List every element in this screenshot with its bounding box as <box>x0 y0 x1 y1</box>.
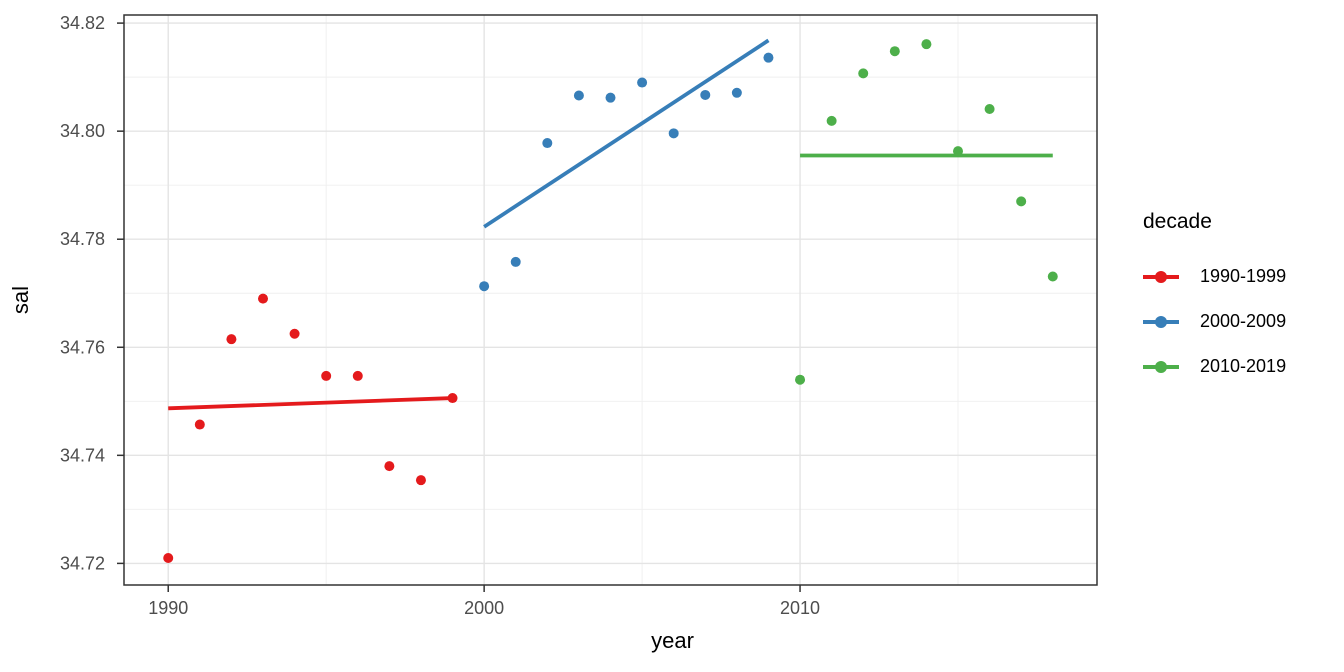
data-point-2010-2019 <box>1047 271 1058 282</box>
y-tick-label: 34.80 <box>60 121 105 141</box>
legend-title: decade <box>1143 210 1212 233</box>
data-point-2000-2009 <box>479 281 490 292</box>
x-axis-title: year <box>651 628 694 653</box>
data-point-1990-1999 <box>352 370 363 381</box>
legend-entry-label: 1990-1999 <box>1200 266 1287 286</box>
data-point-2000-2009 <box>763 52 774 63</box>
y-tick-label: 34.76 <box>60 337 105 357</box>
legend-key-dot <box>1155 315 1167 328</box>
legend-key-dot <box>1155 270 1167 283</box>
data-point-2000-2009 <box>573 90 584 101</box>
data-point-2000-2009 <box>668 128 679 139</box>
data-point-1990-1999 <box>415 475 426 486</box>
data-point-1990-1999 <box>289 328 300 339</box>
panel-background <box>124 15 1097 585</box>
data-point-2010-2019 <box>858 68 869 79</box>
x-tick-label: 1990 <box>148 598 188 618</box>
data-point-2010-2019 <box>1016 196 1027 207</box>
y-tick-label: 34.82 <box>60 13 105 33</box>
legend-key-icon <box>1143 360 1179 373</box>
data-point-2000-2009 <box>542 138 553 149</box>
y-tick-label: 34.78 <box>60 229 105 249</box>
data-point-2000-2009 <box>510 256 521 267</box>
panel-border <box>123 14 1098 586</box>
legend-entry-label: 2000-2009 <box>1200 311 1287 331</box>
x-tick-label: 2010 <box>780 598 820 618</box>
y-axis-title: sal <box>8 285 33 315</box>
data-point-2010-2019 <box>795 374 806 385</box>
y-tick-label: 34.74 <box>60 445 105 465</box>
data-point-1990-1999 <box>258 293 268 304</box>
legend: decade 1990-1999 2000-2009 2010-2019 <box>1143 208 1286 389</box>
data-point-1990-1999 <box>226 334 237 345</box>
data-point-2010-2019 <box>889 46 900 57</box>
x-tick-label: 2000 <box>464 598 504 618</box>
data-point-1990-1999 <box>447 393 458 404</box>
data-point-2000-2009 <box>637 77 648 88</box>
data-point-2010-2019 <box>826 115 837 126</box>
legend-key-icon <box>1143 315 1179 328</box>
legend-key-icon <box>1143 270 1179 283</box>
data-point-2000-2009 <box>731 87 742 98</box>
legend-entry-1990-1999: 1990-1999 <box>1143 254 1286 299</box>
trend-line-2000-2009 <box>483 38 770 229</box>
data-point-1990-1999 <box>384 461 395 472</box>
data-point-2010-2019 <box>953 146 963 157</box>
legend-entries: 1990-1999 2000-2009 2010-2019 <box>1143 254 1286 389</box>
data-point-2000-2009 <box>605 92 616 103</box>
data-point-1990-1999 <box>163 552 174 563</box>
legend-key-dot <box>1155 360 1167 373</box>
data-point-1990-1999 <box>321 370 332 381</box>
legend-entry-2000-2009: 2000-2009 <box>1143 299 1286 344</box>
legend-entry-2010-2019: 2010-2019 <box>1143 344 1286 389</box>
trend-line-1990-1999 <box>168 396 453 411</box>
y-tick-label: 34.72 <box>60 553 105 573</box>
data-point-2010-2019 <box>921 39 932 50</box>
legend-entry-label: 2010-2019 <box>1200 356 1287 376</box>
data-point-1990-1999 <box>194 419 205 430</box>
data-point-2010-2019 <box>984 104 995 115</box>
data-point-2000-2009 <box>700 89 711 100</box>
